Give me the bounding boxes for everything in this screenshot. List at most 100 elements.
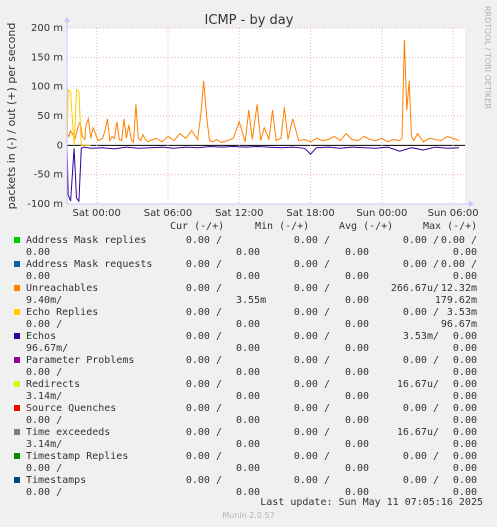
max-out: 12.32m	[440, 283, 477, 294]
header-avg: Avg (-/+)	[339, 221, 394, 232]
min-out: 0.00 /	[293, 331, 330, 342]
legend-name: Parameter Problems	[26, 355, 135, 366]
max-out: 0.00	[452, 427, 477, 438]
avg-in: 0.00	[26, 247, 51, 258]
min-out: 0.00 /	[293, 427, 330, 438]
cur-out: 0.00 /	[185, 235, 222, 246]
max-out: 0.00	[452, 451, 477, 462]
min-in: 0.00	[345, 439, 370, 450]
legend-row: Parameter Problems 0.00 /0.00 0.00 /0.00 0.…	[0, 355, 497, 379]
y-ticks: 200 m 150 m 100 m 50 m 0 -50 m -100 m	[27, 23, 63, 210]
legend-name: Timestamps	[26, 475, 87, 486]
max-out: 0.00	[452, 403, 477, 414]
y-tick-label: -50 m	[34, 170, 63, 181]
x-tick-label: Sun 06:00	[428, 208, 479, 219]
legend-name: Source Quenches	[26, 403, 117, 414]
legend-row: Source Quenches 0.00 /0.00 0.00 /0.00 0.00 …	[0, 403, 497, 427]
cur-in: 0.00	[236, 415, 261, 426]
grid	[67, 27, 465, 205]
cur-in: 0.00	[236, 367, 261, 378]
rrdtool-credit: RRDTOOL / TOBI OETIKER	[483, 6, 492, 109]
legend-row: Timestamp Replies 0.00 /0.00 0.00 /0.00 0.0…	[0, 451, 497, 475]
min-in: 0.00	[345, 367, 370, 378]
cur-out: 0.00 /	[185, 379, 222, 390]
cur-in: 0.00	[236, 463, 261, 474]
cur-out: 0.00 /	[185, 475, 222, 486]
legend-row: Address Mask replies 0.00 / 0.00 0.00 / 0.00…	[0, 235, 497, 259]
cur-out: 0.00 /	[185, 403, 222, 414]
x-tick-label: Sat 06:00	[144, 208, 192, 219]
legend-row: Echo Replies 0.00 /0.00 0.00 /0.00 0.00 /0.…	[0, 307, 497, 331]
y-axis-arrow	[64, 17, 70, 22]
avg-out: 0.00 /	[402, 259, 439, 270]
min-out: 0.00 /	[293, 355, 330, 366]
avg-out: 16.67u/	[396, 379, 439, 390]
min-in: 0.00	[345, 391, 370, 402]
x-tick-label: Sat 12:00	[215, 208, 263, 219]
y-tick-label: 100 m	[31, 82, 63, 93]
avg-in: 0.00 /	[26, 415, 63, 426]
y-tick-label: 0	[57, 140, 63, 151]
max-out: 0.00 /	[440, 259, 477, 270]
min-out: 0.00 /	[293, 451, 330, 462]
min-out: 0.00 /	[293, 283, 330, 294]
header-max: Max (-/+)	[423, 221, 478, 232]
max-in: 0.00	[452, 415, 477, 426]
max-in: 0.00	[452, 271, 477, 282]
legend-swatch	[14, 429, 20, 435]
axes	[64, 17, 474, 207]
max-in: 96.67m	[440, 319, 477, 330]
header-cur: Cur (-/+)	[170, 221, 225, 232]
cur-in: 0.00	[236, 247, 261, 258]
legend-swatch	[14, 333, 20, 339]
avg-in: 0.00 /	[26, 487, 63, 498]
legend-name: Time exceededs	[26, 427, 111, 438]
legend-row: Unreachables 0.00 / 3.55m 0.00 / 0.00 266.67u…	[0, 283, 497, 307]
min-out: 0.00 /	[293, 403, 330, 414]
legend-row: Address Mask requests 0.00 /0.00 0.00 /0.0…	[0, 259, 497, 283]
min-in: 0.00	[345, 295, 370, 306]
cur-in: 0.00	[236, 271, 261, 282]
min-out: 0.00 /	[293, 379, 330, 390]
cur-out: 0.00 /	[185, 355, 222, 366]
x-axis-arrow	[469, 201, 474, 207]
max-out: 0.00	[452, 355, 477, 366]
avg-in: 9.40m/	[26, 295, 63, 306]
munin-version: Munin 2.0.57	[222, 511, 275, 520]
icmp-chart: ICMP - by day packets in (-) / out (+) p…	[5, 6, 492, 219]
avg-out: 0.00 /	[402, 475, 439, 486]
legend-swatch	[14, 477, 20, 483]
cur-out: 0.00 /	[185, 259, 222, 270]
max-out: 0.00	[452, 331, 477, 342]
cur-out: 0.00 /	[185, 331, 222, 342]
legend-row: Echos 0.00 / 0.00 0.00 / 0.00 3.53m/96.67m/0.…	[0, 331, 497, 355]
legend-row: Time exceededs 0.00 / 0.00 0.00 / 0.00 16.67u…	[0, 427, 497, 451]
avg-out: 16.67u/	[396, 427, 439, 438]
y-tick-label: 200 m	[31, 23, 63, 34]
legend-name: Address Mask replies	[26, 235, 147, 246]
avg-in: 0.00 /	[26, 319, 63, 330]
legend-swatch	[14, 453, 20, 459]
min-out: 0.00 /	[293, 235, 330, 246]
y-axis-label: packets in (-) / out (+) per second	[5, 23, 18, 210]
avg-in: 96.67m/	[26, 343, 69, 354]
cur-out: 0.00 /	[185, 307, 222, 318]
cur-out: 0.00 /	[185, 427, 222, 438]
cur-in: 0.00	[236, 391, 261, 402]
x-tick-label: Sat 18:00	[286, 208, 334, 219]
legend-swatch	[14, 237, 20, 243]
legend-name: Timestamp Replies	[26, 451, 129, 462]
min-in: 0.00	[345, 415, 370, 426]
cur-in: 0.00	[236, 487, 261, 498]
y-tick-label: -100 m	[27, 199, 63, 210]
min-out: 0.00 /	[293, 475, 330, 486]
cur-out: 0.00 /	[185, 451, 222, 462]
chart-title: ICMP - by day	[205, 13, 294, 28]
avg-in: 0.00 /	[26, 367, 63, 378]
min-out: 0.00 /	[293, 307, 330, 318]
avg-out: 3.53m/	[402, 331, 439, 342]
legend-row: Redirects 0.00 / 0.00 0.00 / 0.00 16.67u/3.14…	[0, 379, 497, 403]
max-in: 0.00	[452, 391, 477, 402]
y-tick-label: 50 m	[37, 111, 63, 122]
legend-swatch	[14, 261, 20, 267]
